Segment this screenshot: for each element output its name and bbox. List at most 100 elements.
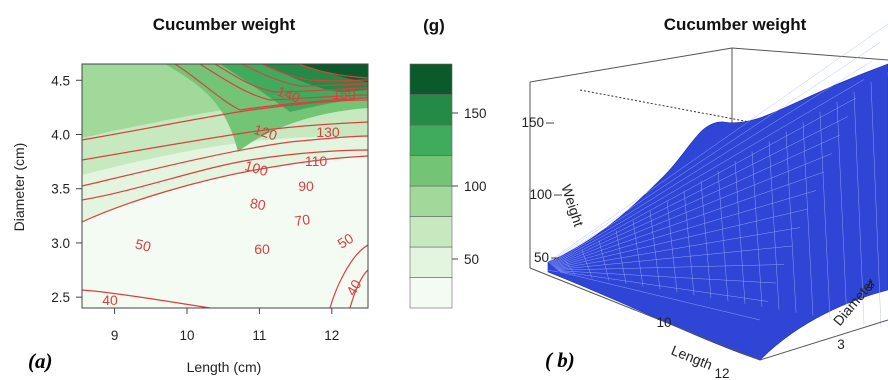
contour-label: 130 <box>316 124 340 140</box>
x-tick-label: 9 <box>111 328 119 343</box>
mesh-line <box>717 170 729 302</box>
mesh-line <box>547 269 559 273</box>
surface-mesh <box>547 63 888 361</box>
mesh-line <box>553 171 825 268</box>
colorbar-swatch <box>409 277 453 309</box>
contour-label: 70 <box>293 211 311 229</box>
contour-150 <box>297 64 368 79</box>
contour-label: 110 <box>305 153 328 169</box>
mesh-line <box>550 79 865 265</box>
contour-label: 90 <box>298 178 314 194</box>
mesh-line <box>558 270 777 284</box>
contour-label: 80 <box>249 195 267 213</box>
mesh-line <box>615 230 627 284</box>
contour-120 <box>214 64 368 93</box>
mesh-line <box>581 250 593 278</box>
z-axis-label: Weight <box>558 182 587 228</box>
mesh-line <box>548 42 881 263</box>
mesh-line <box>559 271 761 321</box>
contour-label: 120 <box>252 121 279 144</box>
surface-box-front <box>529 267 888 361</box>
surface-y-tick-label: 4 <box>866 278 874 293</box>
contour-60 <box>82 149 368 201</box>
mesh-line <box>554 190 817 268</box>
contour-axes: 9 10 11 12 2.5 3.0 3.5 4.0 4.5 <box>51 73 339 343</box>
mesh-line <box>870 81 882 328</box>
contour-40 <box>82 289 211 308</box>
surface-x-label: Length <box>669 342 715 373</box>
mesh-line <box>853 91 865 325</box>
contour-label: 140 <box>275 83 303 106</box>
contour-label: 40 <box>343 277 365 299</box>
mesh-line <box>552 134 841 266</box>
colorbar-tick-label: 100 <box>464 179 487 194</box>
mesh-line <box>819 111 831 319</box>
mesh-line <box>550 97 857 265</box>
contour-plot-frame <box>81 63 369 309</box>
contour-label: 150 <box>332 86 356 102</box>
mesh-line <box>557 264 785 271</box>
mesh-line <box>553 153 833 267</box>
colorbar-tick-label: 150 <box>464 106 487 121</box>
contour-label: 50 <box>134 236 153 255</box>
mesh-line <box>556 227 801 270</box>
colorbar-swatch <box>409 94 453 126</box>
surface-y-tick-label: 3 <box>837 337 845 352</box>
contour-100 <box>174 64 368 111</box>
contour-title: Cucumber weight <box>153 15 296 34</box>
contour-label: 100 <box>243 157 270 179</box>
surface-grid <box>547 23 888 328</box>
contour-lines <box>82 64 368 308</box>
band-175 <box>300 64 368 82</box>
x-tick-label: 11 <box>252 328 266 343</box>
colorbar-swatch <box>409 246 453 278</box>
contour-40-right <box>349 269 368 308</box>
mesh-line <box>551 116 849 266</box>
mesh-line <box>683 190 695 296</box>
colorbar-swatch <box>409 124 453 156</box>
mesh-line <box>559 271 769 302</box>
mesh-line <box>556 245 793 270</box>
surface-title: Cucumber weight <box>664 15 807 34</box>
contour-50-left <box>82 155 368 223</box>
y-tick-label: 4.0 <box>51 127 70 142</box>
contour-110 <box>199 64 368 101</box>
mesh-line <box>700 180 712 299</box>
mesh-line <box>666 200 678 293</box>
contour-label: 60 <box>254 241 270 257</box>
mesh-line <box>547 23 888 263</box>
z-tick-label: 150 <box>521 115 544 130</box>
contour-70 <box>82 135 368 187</box>
contour-80 <box>82 121 368 161</box>
z-tick-label: 50 <box>534 250 549 265</box>
mesh-line <box>768 141 780 310</box>
mesh-line <box>836 101 848 322</box>
surface-axes: 150 100 50 10 12 3 4 <box>521 115 874 380</box>
y-axis-label: Diameter (cm) <box>11 143 27 232</box>
colorbar-swatch <box>409 216 453 248</box>
mesh-line <box>555 208 809 269</box>
colorbar-swatch <box>409 185 453 217</box>
contour-50-right <box>329 244 368 308</box>
panel-a-label: (a) <box>28 349 53 373</box>
contour-labels: 40 50 50 60 70 80 90 100 110 120 130 140… <box>102 83 364 308</box>
contour-label: 40 <box>102 292 118 308</box>
z-tick-label: 100 <box>529 187 552 202</box>
contour-label: 50 <box>335 230 357 252</box>
mesh-line <box>751 151 763 307</box>
panel-b-label: ( b) <box>545 348 575 372</box>
y-tick-label: 3.5 <box>51 182 70 197</box>
colorbar-swatch <box>409 63 453 95</box>
colorbar-title: (g) <box>423 16 445 35</box>
colorbar: 150 100 50 <box>409 63 487 309</box>
mesh-line <box>734 161 746 304</box>
mesh-line <box>802 121 814 316</box>
contour-90 <box>82 99 368 141</box>
x-axis-label: Length (cm) <box>187 359 262 375</box>
x-tick-label: 10 <box>179 328 194 343</box>
surface-x-tick-label: 12 <box>714 366 729 380</box>
contour-140 <box>261 64 368 82</box>
colorbar-tick-label: 50 <box>464 252 479 267</box>
y-tick-label: 3.0 <box>51 236 70 251</box>
